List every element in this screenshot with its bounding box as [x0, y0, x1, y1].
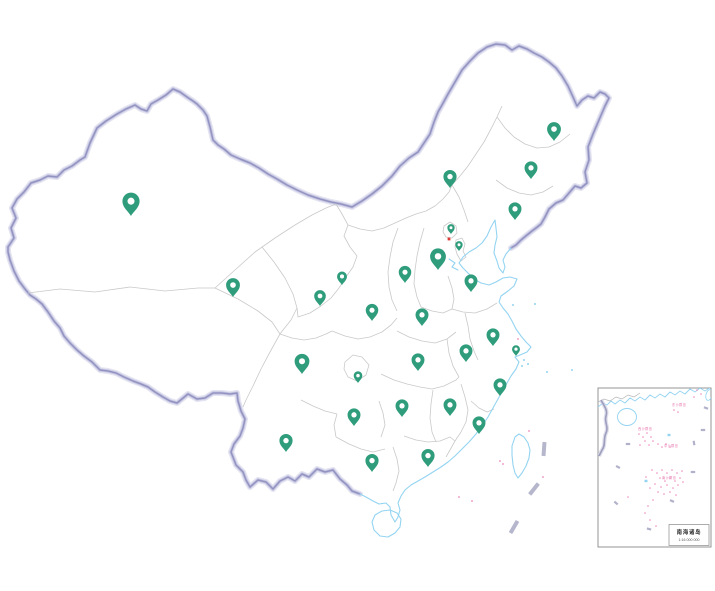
- location-pin-icon[interactable]: [279, 434, 293, 452]
- location-pin-icon[interactable]: [464, 274, 478, 292]
- sea-island-dots-blue: [512, 303, 573, 373]
- location-pin-icon[interactable]: [365, 454, 379, 472]
- inset-scale-text: 1:16 000 000: [679, 538, 700, 542]
- inset-taiwan-island: [705, 389, 711, 401]
- location-pin-icon[interactable]: [421, 449, 435, 467]
- location-pin-icon[interactable]: [415, 308, 429, 326]
- capital-marker: [447, 237, 451, 241]
- location-pin-icon[interactable]: [493, 378, 507, 396]
- location-pin-icon[interactable]: [314, 290, 326, 306]
- location-pin-icon[interactable]: [547, 122, 561, 141]
- inset-mainland-coast: [598, 388, 711, 408]
- china-national-border: [8, 44, 609, 494]
- location-pin-icon[interactable]: [353, 371, 363, 383]
- location-pin-icon[interactable]: [443, 170, 457, 188]
- inset-frame: [597, 387, 712, 548]
- location-pin-icon[interactable]: [226, 278, 240, 297]
- location-pin-icon[interactable]: [524, 161, 538, 179]
- location-pin-icon[interactable]: [337, 271, 347, 286]
- inset-scale-box: 南海诸岛 1:16 000 000: [668, 524, 710, 546]
- location-pin-icon[interactable]: [508, 202, 522, 220]
- location-pin-icon[interactable]: [398, 265, 412, 283]
- hainan-island: [371, 509, 402, 538]
- location-pin-icon[interactable]: [430, 248, 446, 270]
- gray-hachure-bars: [508, 441, 547, 534]
- province-boundaries: [27, 105, 571, 492]
- location-pin-icon[interactable]: [122, 192, 140, 216]
- inset-mainland-border: [598, 392, 641, 403]
- location-pin-icon[interactable]: [486, 328, 500, 346]
- inset-island-label: 西沙群岛: [638, 426, 652, 431]
- coastline: [359, 219, 532, 538]
- taiwan-island: [511, 433, 531, 479]
- location-pin-icon[interactable]: [347, 408, 361, 426]
- location-pin-icon[interactable]: [447, 224, 455, 234]
- location-pin-icon[interactable]: [459, 344, 473, 362]
- inset-island-dots-blue: [644, 433, 671, 483]
- sea-island-dots-pink: [458, 338, 544, 502]
- location-pin-icon[interactable]: [512, 345, 520, 356]
- inset-hainan-island: [617, 408, 637, 426]
- inset-island-label: 东沙群岛: [672, 402, 686, 407]
- location-pin-icon[interactable]: [411, 353, 425, 371]
- inset-island-label: 中沙群岛: [664, 443, 678, 448]
- location-pin-icon[interactable]: [455, 241, 463, 251]
- location-pin-icon[interactable]: [443, 398, 457, 416]
- inset-island-label: 南沙群岛: [662, 475, 676, 480]
- inset-vietnam-coast-line: [598, 399, 608, 457]
- location-pin-icon[interactable]: [294, 353, 310, 374]
- inset-island-dots-pink: [627, 389, 702, 527]
- location-pin-icon[interactable]: [365, 303, 379, 321]
- location-pin-icon[interactable]: [395, 399, 409, 417]
- inset-title: 南海诸岛: [677, 528, 702, 536]
- location-pins-layer: [122, 122, 561, 472]
- inset-gray-ticks: [613, 406, 709, 531]
- location-pin-icon[interactable]: [472, 416, 486, 434]
